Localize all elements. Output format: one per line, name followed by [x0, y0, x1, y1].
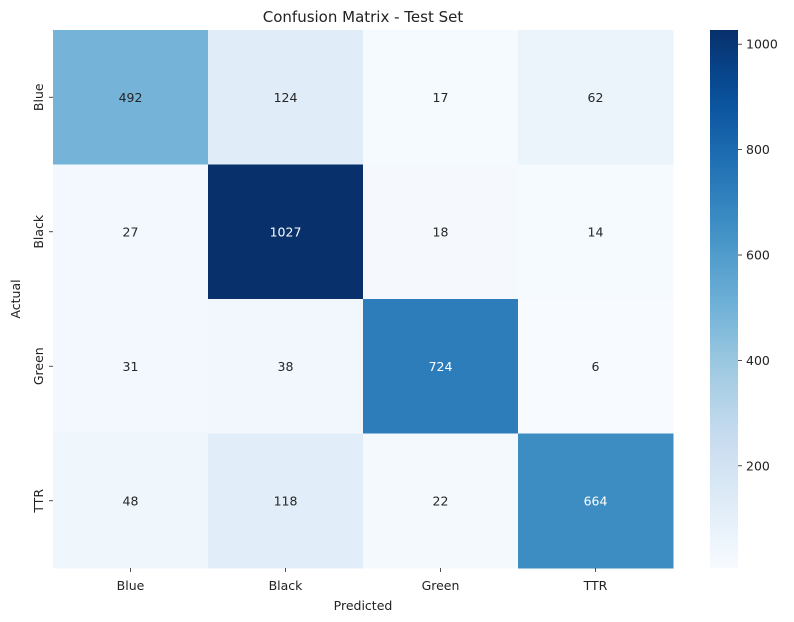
heatmap-cell: [53, 433, 209, 569]
cell-value-label: 31: [123, 359, 139, 374]
heatmap-cell: [208, 164, 364, 300]
y-tick-label: Black: [31, 214, 46, 249]
y-axis: Blue Black Green TTR: [31, 83, 53, 514]
colorbar: [710, 30, 738, 568]
cell-value-label: 27: [123, 224, 139, 239]
y-tick-label: Green: [31, 347, 46, 385]
cell-value-label: 118: [274, 493, 298, 508]
heatmap-cell: [363, 433, 519, 569]
chart-title: Confusion Matrix - Test Set: [263, 8, 464, 26]
heatmap-cell: [53, 164, 209, 300]
cell-value-label: 38: [278, 359, 294, 374]
x-axis: Blue Black Green TTR: [117, 568, 608, 593]
heatmap-cell: [363, 299, 519, 434]
heatmap-cell: [208, 30, 364, 165]
cell-value-label: 6: [592, 359, 600, 374]
heatmap-cell: [53, 299, 209, 434]
cell-value-label: 62: [588, 90, 604, 105]
colorbar-ticks: 200 400 600 800 1000: [738, 37, 778, 473]
x-tick-label: Black: [269, 578, 304, 593]
x-tick-label: Green: [422, 578, 460, 593]
cell-value-label: 22: [433, 493, 449, 508]
heatmap-cell: [518, 30, 674, 165]
cell-value-label: 17: [433, 90, 449, 105]
x-axis-title: Predicted: [334, 598, 393, 613]
cell-value-label: 1027: [270, 224, 302, 239]
heatmap-cell: [208, 433, 364, 569]
heatmap-cell: [518, 164, 674, 300]
heatmap-cell: [53, 30, 209, 165]
cell-value-label: 48: [123, 493, 139, 508]
heatmap-cell: [518, 299, 674, 434]
colorbar-tick-label: 600: [746, 248, 770, 263]
heatmap-cell-labels: 492 124 17 62 27 1027 18 14 31 38 724 6 48 118 22 664: [119, 90, 608, 509]
heatmap-cell: [363, 30, 519, 165]
cell-value-label: 492: [119, 90, 143, 105]
cell-value-label: 14: [588, 224, 604, 239]
x-tick-label: TTR: [583, 578, 608, 593]
y-tick-label: Blue: [31, 83, 46, 111]
heatmap-cell: [363, 164, 519, 300]
heatmap-cell: [518, 433, 674, 569]
colorbar-tick-label: 200: [746, 458, 770, 473]
colorbar-tick-label: 1000: [746, 37, 778, 52]
y-tick-label: TTR: [31, 489, 46, 514]
cell-value-label: 724: [429, 359, 453, 374]
cell-value-label: 664: [584, 493, 608, 508]
y-axis-title: Actual: [8, 279, 23, 318]
x-tick-label: Blue: [117, 578, 145, 593]
colorbar-tick-label: 800: [746, 142, 770, 157]
colorbar-tick-label: 400: [746, 353, 770, 368]
cell-value-label: 124: [274, 90, 298, 105]
heatmap-cell: [208, 299, 364, 434]
heatmap-cells: [53, 30, 674, 569]
cell-value-label: 18: [433, 224, 449, 239]
